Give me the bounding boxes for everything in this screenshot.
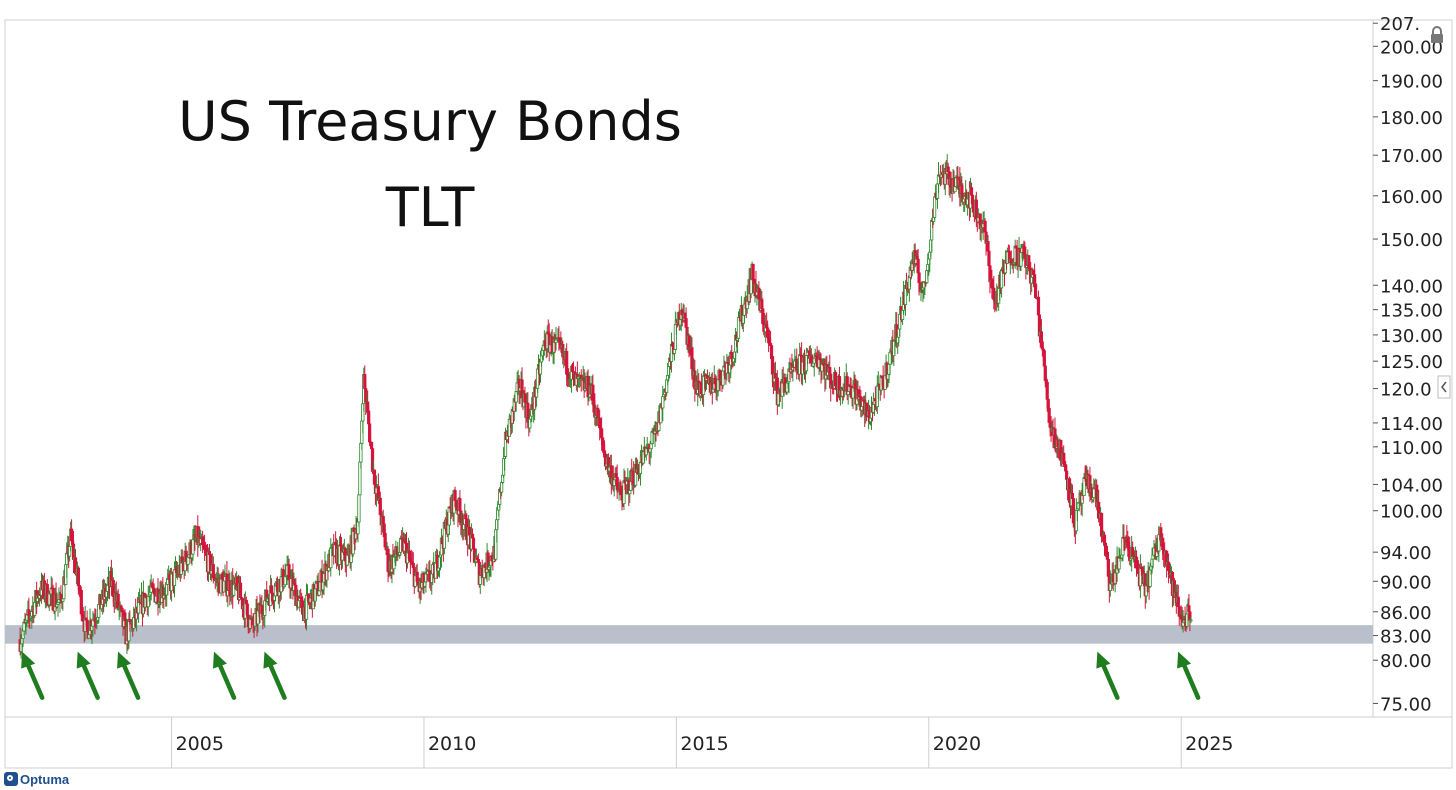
candle-body <box>600 428 604 439</box>
optuma-logo-icon <box>4 772 18 786</box>
y-tick-label: 100.00 <box>1380 502 1443 523</box>
collapse-axis-button[interactable] <box>1437 375 1451 399</box>
support-arrow-shaft <box>266 658 287 700</box>
y-tick-label: 94.00 <box>1380 543 1432 564</box>
candle-body <box>357 494 361 523</box>
candle-body <box>1166 561 1171 571</box>
candle-body <box>1189 619 1193 622</box>
x-tick-label: 2010 <box>428 733 476 755</box>
candle-body <box>317 590 321 596</box>
support-arrow-shaft <box>1099 658 1120 700</box>
candle-body <box>970 194 975 205</box>
x-axis: 2005 2010 2015 2020 2025 <box>171 717 1234 768</box>
y-tick-label: 140.00 <box>1380 276 1443 297</box>
support-arrow-shaft <box>119 658 141 700</box>
candle-body <box>946 166 950 173</box>
support-arrow <box>263 651 287 700</box>
y-tick-label: 104.00 <box>1380 475 1443 496</box>
candle-body <box>933 196 937 218</box>
support-arrow-head <box>76 651 91 669</box>
y-axis: 207.200.00 190.00 180.00 170.00 160.00 150.00… <box>1373 14 1443 715</box>
candle-body <box>672 349 677 354</box>
candle-body <box>684 318 688 328</box>
x-tick-label: 2025 <box>1185 733 1233 755</box>
support-arrow-head <box>212 651 227 669</box>
candle-body <box>986 241 990 252</box>
support-arrows <box>21 651 1201 700</box>
chart-title: US Treasury Bonds <box>178 90 682 153</box>
support-arrow <box>117 651 141 700</box>
support-arrow-head <box>1096 651 1111 669</box>
chart-subtitle-ticker: TLT <box>385 176 475 239</box>
y-tick-label: 80.00 <box>1380 651 1432 672</box>
support-arrow <box>21 651 45 700</box>
candle-body <box>565 350 569 375</box>
lock-icon[interactable] <box>1431 26 1443 43</box>
y-tick-label: 160.00 <box>1380 187 1443 208</box>
support-arrow-shaft <box>79 658 100 700</box>
optuma-logo: Optuma <box>4 770 69 788</box>
y-tick-label: 190.00 <box>1380 72 1443 93</box>
plot-border <box>4 19 1453 769</box>
candle-body <box>1105 551 1109 560</box>
support-arrow-shaft <box>1179 658 1201 700</box>
y-tick-label: 150.00 <box>1380 230 1443 251</box>
y-tick-label: 130.00 <box>1380 326 1443 347</box>
y-tick-label: 180.00 <box>1380 108 1443 129</box>
support-zone-band <box>5 625 1373 644</box>
candle-body <box>471 537 476 550</box>
candle-body <box>1045 381 1049 400</box>
candle-body <box>1131 547 1135 558</box>
y-tick-label: 114.00 <box>1380 414 1443 435</box>
candle-body <box>888 352 892 365</box>
support-arrow-head <box>263 651 278 669</box>
candle-body <box>369 442 374 450</box>
candle-body <box>345 553 349 566</box>
support-zone-layer <box>5 625 1373 644</box>
support-arrow-shaft <box>215 658 237 700</box>
support-arrow <box>212 651 237 700</box>
candlestick-series <box>18 154 1193 659</box>
candle-body <box>191 538 195 555</box>
y-tick-label: 86.00 <box>1380 603 1432 624</box>
y-tick-label: 125.00 <box>1380 352 1443 373</box>
candle-body <box>661 396 665 409</box>
candle-body <box>245 603 249 616</box>
x-tick-label: 2005 <box>176 733 224 755</box>
x-tick-label: 2020 <box>933 733 981 755</box>
y-tick-label: 207. <box>1380 14 1420 35</box>
candle-body <box>244 599 248 605</box>
support-arrow <box>1096 651 1120 700</box>
y-tick-label: 110.00 <box>1380 438 1443 459</box>
support-arrow <box>76 651 100 700</box>
y-tick-label: 135.00 <box>1380 301 1443 322</box>
optuma-logo-text: Optuma <box>20 771 70 787</box>
y-tick-label: 83.00 <box>1380 627 1432 648</box>
y-tick-label: 120.0 <box>1380 380 1432 401</box>
support-arrow-head <box>117 651 132 669</box>
support-arrow-head <box>21 651 36 669</box>
support-arrow-shaft <box>23 658 45 700</box>
candle-body <box>749 278 753 295</box>
support-arrow-head <box>1177 651 1192 669</box>
candle-body <box>1103 542 1108 547</box>
y-tick-label: 90.00 <box>1380 572 1432 593</box>
candle-body <box>628 490 632 495</box>
x-tick-label: 2015 <box>680 733 728 755</box>
support-arrow <box>1177 651 1201 700</box>
y-tick-label: 200.00 <box>1380 37 1443 58</box>
y-tick-label: 170.00 <box>1380 146 1443 167</box>
y-tick-label: 75.00 <box>1380 694 1432 715</box>
